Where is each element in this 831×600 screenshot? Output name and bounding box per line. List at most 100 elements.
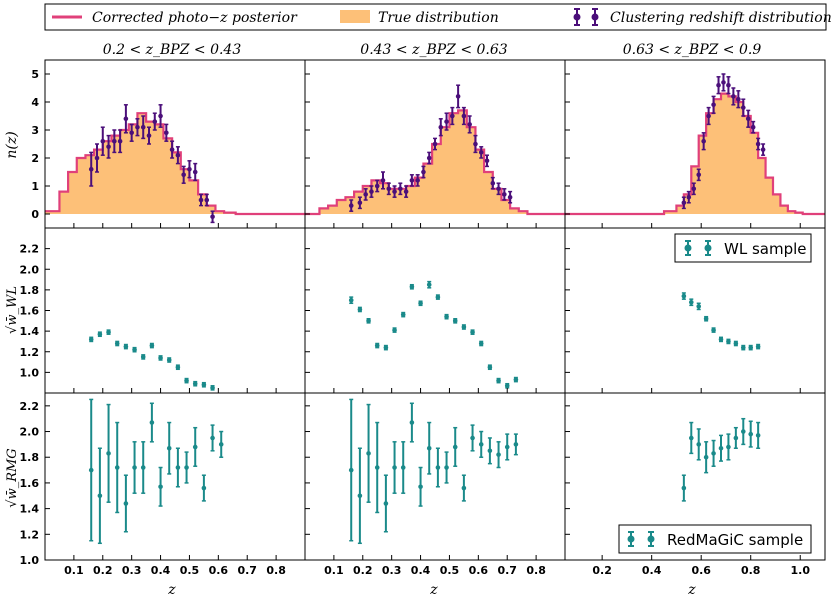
marker xyxy=(726,82,731,88)
clustering-point xyxy=(706,106,711,126)
row-label-nz: n(z) xyxy=(4,131,20,158)
clustering-point xyxy=(409,174,415,187)
marker xyxy=(450,113,455,119)
marker xyxy=(366,318,371,324)
ytick-label: 2.0 xyxy=(20,263,40,276)
marker xyxy=(426,445,432,451)
clustering-point xyxy=(426,151,432,165)
marker xyxy=(444,465,449,470)
ytick-label: 3 xyxy=(31,124,39,137)
marker xyxy=(726,444,731,450)
marker xyxy=(504,444,510,450)
wl-point xyxy=(192,380,198,387)
marker xyxy=(681,293,687,299)
marker xyxy=(452,318,458,324)
wl-point xyxy=(97,331,103,338)
panel-3-3: 0.2 0.4 0.6 0.8 1.0 xyxy=(564,392,826,577)
clustering-point xyxy=(736,90,741,109)
marker xyxy=(187,166,192,172)
wl-point xyxy=(392,327,397,333)
marker xyxy=(210,385,215,391)
marker xyxy=(490,180,496,186)
marker xyxy=(736,96,741,102)
clustering-point xyxy=(181,165,186,184)
ytick-label: 2.2 xyxy=(20,243,40,256)
marker xyxy=(400,312,406,317)
marker xyxy=(755,344,761,349)
panel-2-2 xyxy=(304,227,566,394)
marker xyxy=(210,435,215,441)
marker xyxy=(718,445,724,451)
rmg-point xyxy=(184,451,189,484)
ytick-label: 1.2 xyxy=(20,528,40,541)
clustering-point xyxy=(169,140,175,159)
true-distribution-fill xyxy=(305,110,565,214)
rmg-point xyxy=(748,420,754,448)
wl-point xyxy=(383,344,389,351)
marker xyxy=(409,284,415,290)
marker xyxy=(366,451,371,456)
marker xyxy=(100,138,106,144)
marker xyxy=(691,186,697,192)
ytick-label: 2.2 xyxy=(20,400,40,413)
marker xyxy=(696,172,702,178)
ytick-label: 1.4 xyxy=(20,503,40,516)
panel-1-3 xyxy=(564,59,826,229)
marker xyxy=(117,138,123,144)
clustering-point xyxy=(117,129,123,154)
marker xyxy=(733,341,739,346)
marker xyxy=(711,327,716,333)
marker xyxy=(421,169,426,175)
panels: 0123451.01.21.41.61.82.02.21.01.21.41.61… xyxy=(20,59,826,577)
marker xyxy=(140,465,146,470)
marker xyxy=(688,299,694,305)
marker xyxy=(435,294,441,300)
clustering-point xyxy=(716,76,721,95)
rmg-point xyxy=(504,433,510,461)
clustering-point xyxy=(398,182,403,196)
rmg-point xyxy=(452,426,458,467)
wl-point xyxy=(733,340,739,347)
panel-frame xyxy=(304,227,566,394)
marker xyxy=(755,433,761,438)
wl-point xyxy=(123,343,129,350)
marker xyxy=(721,80,726,85)
marker xyxy=(97,493,103,499)
rmg-point xyxy=(132,441,137,494)
clustering-point xyxy=(198,193,204,207)
marker xyxy=(348,203,354,208)
marker xyxy=(502,192,507,197)
wl-point xyxy=(513,376,519,383)
xlabel-3: z xyxy=(687,582,696,598)
marker xyxy=(740,105,746,110)
rmg-point xyxy=(461,474,467,502)
clustering-point xyxy=(484,154,490,168)
marker xyxy=(701,138,706,144)
rmg-point xyxy=(400,441,406,494)
marker xyxy=(357,200,363,206)
rmg-point xyxy=(210,424,215,452)
marker xyxy=(409,420,415,425)
wl-point xyxy=(755,343,761,350)
clustering-point xyxy=(363,188,368,201)
true-distribution-fill xyxy=(565,93,825,214)
rmg-point xyxy=(88,398,94,542)
rmg-point xyxy=(140,441,146,494)
marker xyxy=(444,119,449,124)
marker xyxy=(112,138,117,144)
marker xyxy=(461,113,467,119)
rmg-point xyxy=(392,441,397,494)
wl-point xyxy=(711,327,716,333)
marker xyxy=(201,382,207,388)
rmg-point xyxy=(106,403,111,503)
posterior-line xyxy=(565,92,825,216)
xlabel-1: z xyxy=(167,582,176,598)
ytick-label: 1.6 xyxy=(20,477,40,490)
wl-point xyxy=(703,315,709,322)
clustering-point xyxy=(686,190,692,204)
marker xyxy=(192,444,198,450)
marker xyxy=(487,448,493,454)
marker xyxy=(106,451,111,456)
marker xyxy=(740,429,746,434)
clustering-point xyxy=(478,146,484,159)
